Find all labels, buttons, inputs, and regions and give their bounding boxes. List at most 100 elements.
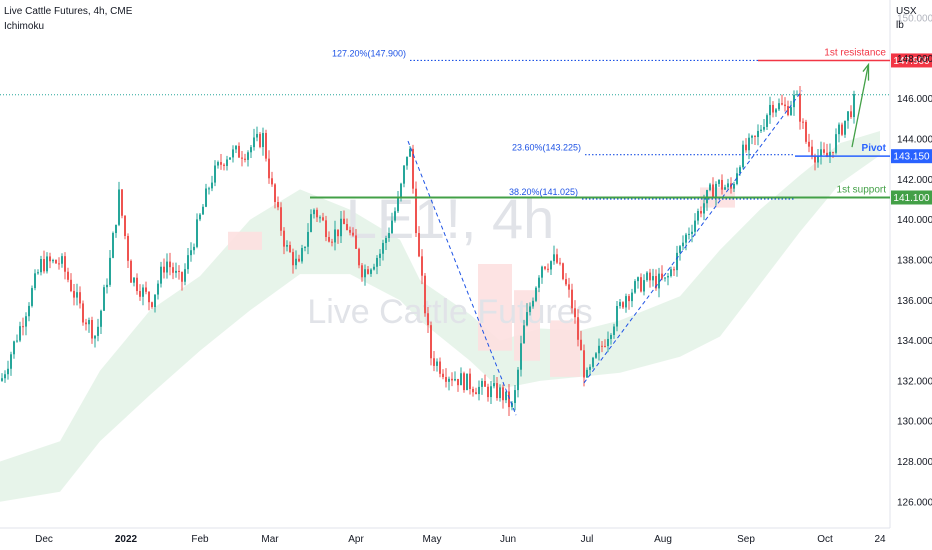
ichimoku-cloud <box>0 131 880 502</box>
candle-body <box>421 256 423 276</box>
candle-body <box>247 152 249 160</box>
x-tick-label: 24 <box>874 534 886 545</box>
candle-body <box>781 103 783 105</box>
candle-body <box>385 237 387 243</box>
candle-body <box>358 248 360 266</box>
x-tick-label: Aug <box>654 534 672 545</box>
candle-body <box>160 266 162 284</box>
candle-body <box>619 302 621 306</box>
candle-body <box>40 259 42 273</box>
candle-body <box>199 214 201 220</box>
candle-body <box>415 188 417 234</box>
x-tick-label: Oct <box>817 534 833 545</box>
candle-body <box>25 316 27 327</box>
level-price-tag-text: 143.150 <box>893 152 930 163</box>
candle-body <box>523 325 525 344</box>
candle-body <box>598 345 600 354</box>
candle-body <box>433 358 435 366</box>
candle-body <box>592 357 594 367</box>
candle-body <box>577 317 579 340</box>
symbol-title[interactable]: Live Cattle Futures, 4h, CME <box>4 6 133 17</box>
candle-body <box>133 277 135 283</box>
candle-body <box>82 303 84 323</box>
x-tick-label: Sep <box>737 534 755 545</box>
candle-body <box>739 167 741 174</box>
candle-body <box>166 261 168 273</box>
candle-body <box>664 277 666 279</box>
candle-body <box>1 378 3 381</box>
candle-body <box>292 252 294 266</box>
candle-body <box>823 149 825 153</box>
indicator-label[interactable]: Ichimoku <box>4 21 45 32</box>
candle-body <box>778 103 780 110</box>
candle-body <box>787 106 789 115</box>
candle-body <box>700 210 702 214</box>
candle-body <box>766 115 768 127</box>
candle-body <box>172 267 174 273</box>
candle-body <box>184 269 186 282</box>
candle-body <box>430 325 432 359</box>
candle-body <box>262 132 264 148</box>
projection-arrow <box>851 66 869 148</box>
candle-body <box>229 157 231 160</box>
candle-body <box>37 272 39 274</box>
candle-body <box>232 149 234 158</box>
candle-body <box>817 156 819 163</box>
candle-body <box>661 273 663 279</box>
candle-body <box>790 107 792 115</box>
candle-body <box>682 242 684 247</box>
candle-body <box>694 220 696 232</box>
candle-body <box>379 253 381 258</box>
candle-body <box>406 156 408 166</box>
candle-body <box>622 302 624 308</box>
level-label: 1st resistance <box>824 47 886 58</box>
candle-body <box>67 271 69 280</box>
candle-body <box>454 378 456 381</box>
candle-body <box>397 197 399 212</box>
y-tick-label: 130.000 <box>897 417 932 428</box>
candle-body <box>820 149 822 157</box>
fib-label: 23.60%(143.225) <box>512 143 581 153</box>
candle-body <box>391 220 393 234</box>
candle-body <box>451 378 453 381</box>
candle-body <box>751 135 753 138</box>
candle-body <box>76 292 78 298</box>
candle-body <box>208 188 210 190</box>
candle-body <box>274 184 276 202</box>
candle-body <box>235 145 237 150</box>
candle-body <box>445 377 447 382</box>
candle-body <box>331 241 333 243</box>
candle-body <box>616 305 618 327</box>
candle-body <box>670 269 672 277</box>
candle-body <box>844 120 846 135</box>
candle-body <box>550 261 552 270</box>
price-axis[interactable]: 126.000 128.000 130.000 132.000 134.000 136.0… <box>897 14 932 509</box>
time-axis[interactable]: Dec 2022 Feb Mar Apr May Jun Jul Aug Sep Oct 24 <box>35 534 886 545</box>
candle-body <box>325 220 327 238</box>
y-tick-label: 136.000 <box>897 296 932 307</box>
candle-body <box>277 201 279 208</box>
candle-body <box>289 245 291 253</box>
candle-body <box>610 334 612 339</box>
candle-body <box>754 135 756 137</box>
cloud-bullish <box>0 131 880 502</box>
candle-body <box>715 183 717 198</box>
candle-body <box>46 256 48 272</box>
candle-body <box>337 229 339 237</box>
candle-body <box>49 256 51 262</box>
candle-body <box>319 217 321 219</box>
candle-body <box>640 277 642 292</box>
candle-body <box>685 234 687 243</box>
y-tick-label: 146.000 <box>897 94 932 105</box>
candle-body <box>574 308 576 318</box>
candle-body <box>259 133 261 148</box>
candle-body <box>355 235 357 249</box>
candle-body <box>679 246 681 253</box>
candle-body <box>808 141 810 147</box>
candle-body <box>514 390 516 404</box>
candle-body <box>148 291 150 303</box>
candle-body <box>517 369 519 391</box>
candle-body <box>601 345 603 347</box>
candle-body <box>424 275 426 314</box>
